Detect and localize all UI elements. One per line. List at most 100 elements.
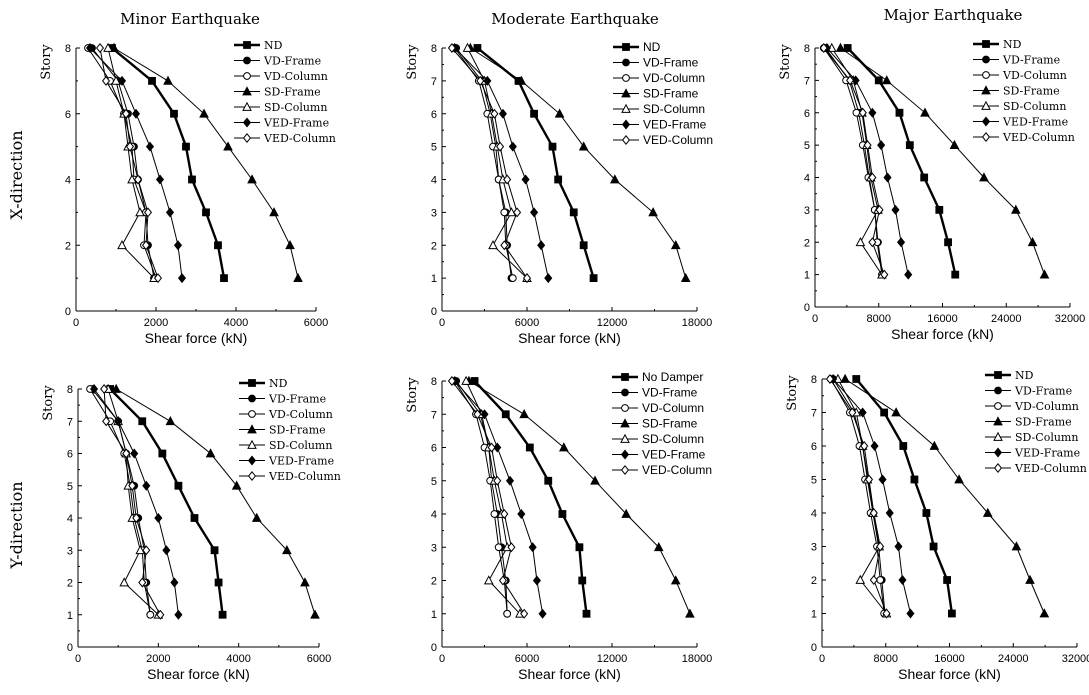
data-point	[895, 108, 904, 117]
series-sd-column	[461, 375, 525, 618]
x-tick-label: 6000	[304, 317, 328, 329]
legend-marker	[621, 388, 629, 397]
x-tick-label: 0	[439, 317, 445, 329]
legend-label: SD-Column	[1015, 431, 1078, 444]
data-point	[852, 375, 861, 383]
data-point	[881, 75, 892, 85]
data-point	[578, 576, 587, 585]
legend-marker	[248, 410, 256, 418]
x-tick-label: 18000	[682, 653, 713, 665]
legend-label: ND	[269, 377, 288, 390]
x-tick-label: 0	[75, 653, 81, 665]
series-line	[99, 47, 159, 279]
y-tick-label: 3	[811, 542, 817, 554]
legend-marker	[621, 135, 631, 145]
data-point	[537, 240, 546, 251]
data-point	[111, 75, 121, 85]
data-point	[891, 407, 901, 417]
data-point	[1039, 269, 1050, 279]
y-tick-label: 0	[431, 306, 437, 318]
series-line	[103, 388, 161, 616]
data-point	[487, 442, 496, 453]
series-line	[454, 380, 544, 614]
y-tick-label: 8	[431, 376, 437, 388]
data-point	[231, 480, 242, 490]
series-line	[468, 380, 691, 614]
legend-marker	[621, 373, 629, 381]
series-line	[113, 47, 299, 279]
data-point	[1027, 236, 1038, 247]
data-point	[490, 108, 499, 119]
data-point	[111, 383, 121, 393]
y-axis-label: Story	[41, 385, 56, 421]
data-point	[947, 609, 956, 618]
x-tick-label: 0	[819, 653, 825, 665]
data-point	[498, 575, 507, 586]
x-tick-label: 16000	[934, 653, 965, 665]
x-tick-label: 12000	[597, 317, 628, 329]
series-line	[823, 47, 885, 275]
data-point	[904, 269, 913, 280]
data-point	[182, 142, 190, 151]
legend-marker	[994, 371, 1002, 379]
series-line	[451, 380, 525, 615]
data-point	[156, 609, 165, 620]
data-point	[503, 609, 512, 618]
row-label-x-direction: X-direction	[7, 130, 26, 219]
series-line	[93, 388, 179, 615]
data-point	[544, 476, 553, 485]
y-axis-label: Story	[778, 44, 793, 80]
data-point	[843, 44, 852, 52]
series-line	[476, 47, 595, 279]
y-tick-label: 3	[67, 545, 73, 557]
data-point	[122, 448, 131, 459]
data-point	[685, 608, 695, 618]
series-line	[824, 47, 884, 275]
legend-label: VD-Frame	[643, 56, 699, 70]
series-nd	[108, 44, 228, 283]
legend-marker	[622, 74, 630, 82]
data-point	[109, 42, 119, 52]
legend-label: ND	[643, 40, 661, 54]
x-tick-label: 0	[439, 653, 445, 665]
series-line	[455, 380, 508, 614]
y-tick-label: 5	[67, 481, 73, 493]
series-line	[454, 47, 514, 279]
data-point	[544, 273, 553, 284]
legend-label: VED-Frame	[642, 448, 706, 462]
series-sd-frame	[840, 373, 1050, 618]
data-point	[835, 42, 846, 52]
y-tick-label: 7	[67, 416, 73, 428]
data-point	[130, 448, 139, 459]
data-point	[310, 609, 320, 619]
legend-label: VED-Column	[268, 470, 341, 483]
y-tick-label: 6	[431, 443, 437, 455]
data-point	[863, 140, 872, 151]
series-ved-frame	[90, 384, 183, 620]
data-point	[680, 272, 691, 283]
data-point	[538, 608, 547, 619]
data-point	[883, 172, 892, 183]
legend-marker	[247, 439, 257, 449]
data-point	[929, 440, 940, 450]
data-point	[949, 139, 960, 150]
legend-label: SD-Column	[264, 101, 327, 114]
data-point	[488, 239, 498, 250]
data-point	[119, 577, 130, 587]
series-line	[89, 47, 183, 279]
y-tick-label: 4	[811, 508, 817, 520]
column-title-moderate: Moderate Earthquake	[491, 10, 659, 28]
data-point	[860, 441, 869, 451]
data-point	[205, 448, 216, 458]
series-line	[470, 47, 687, 279]
legend-label: SD-Frame	[264, 86, 321, 99]
y-tick-label: 8	[67, 384, 73, 396]
series-line	[465, 380, 521, 615]
data-point	[848, 407, 857, 418]
data-point	[951, 270, 960, 279]
y-tick-label: 0	[804, 302, 810, 314]
chart-panel: 0 2 4 6 8 0 2000 4000 6000 Shear force (kN) Story N…	[39, 39, 336, 346]
data-point	[117, 75, 127, 86]
y-tick-label: 8	[804, 43, 810, 55]
series-ved-frame	[85, 43, 187, 284]
